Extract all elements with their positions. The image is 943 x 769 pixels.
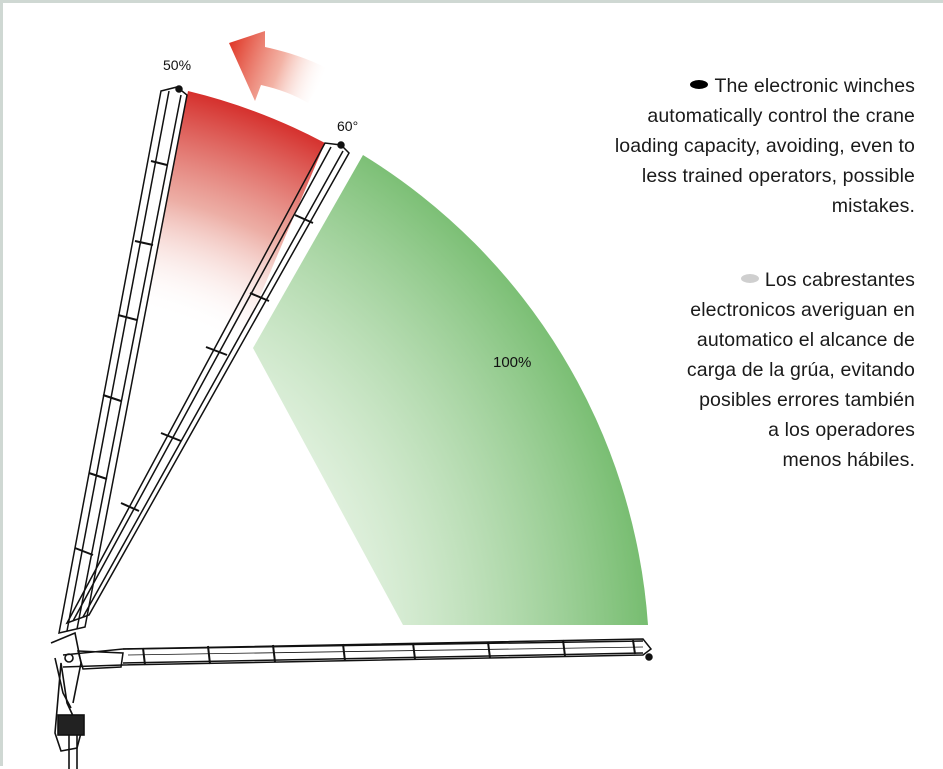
text-en-line-text: automatically control the crane: [647, 105, 915, 127]
text-es-line-text: electronicos averiguan en: [690, 299, 915, 321]
working-zone-percent-label: 100%: [493, 354, 531, 371]
text-es-line-text: automatico el alcance de: [696, 329, 915, 351]
text-en-line-text: mistakes.: [831, 195, 915, 217]
text-es-line: menos hábiles.: [595, 445, 915, 475]
text-en-line-text: less trained operators, possible: [641, 165, 915, 187]
max-angle-percent-label: 50%: [163, 57, 191, 73]
full-capacity-zone: [253, 155, 648, 625]
text-es-line: automatico el alcance de: [595, 325, 915, 355]
crane-boom-max-angle: [58, 85, 188, 634]
crane-base: [50, 631, 85, 769]
text-es-line: posibles errores también: [595, 385, 915, 415]
text-en-line: The electronic winches: [495, 71, 915, 101]
text-en-line: automatically control the crane: [495, 101, 915, 131]
arrow-up-left-icon: [229, 31, 328, 103]
text-es-line: a los operadores: [595, 415, 915, 445]
text-es-line-text: carga de la grúa, evitando: [686, 359, 915, 381]
ellipse-black-icon: [690, 80, 709, 90]
mid-angle-degrees-label: 60°: [337, 118, 358, 134]
description-english: The electronic winches automatically cont…: [495, 71, 915, 221]
text-es-line-text: Los cabrestantes: [764, 269, 915, 291]
description-spanish: Los cabrestantes electronicos averiguan e…: [595, 265, 915, 475]
ellipse-gray-icon: [740, 274, 759, 284]
text-en-line: less trained operators, possible: [495, 161, 915, 191]
text-es-line-text: posibles errores también: [699, 389, 915, 411]
crane-boom-60deg: [65, 141, 350, 625]
text-en-line: loading capacity, avoiding, even to: [495, 131, 915, 161]
text-es-line: Los cabrestantes: [595, 265, 915, 295]
text-en-line-text: loading capacity, avoiding, even to: [614, 135, 915, 157]
text-en-line-text: The electronic winches: [714, 75, 915, 97]
reduced-capacity-zone: [143, 91, 325, 341]
crane-diagram-canvas: 50% 60° 100%: [50, 31, 653, 769]
text-en-line: mistakes.: [495, 191, 915, 221]
text-es-line: electronicos averiguan en: [595, 295, 915, 325]
crane-boom-horizontal: [62, 638, 653, 670]
text-es-line-text: a los operadores: [768, 419, 915, 441]
text-es-line: carga de la grúa, evitando: [595, 355, 915, 385]
text-es-line-text: menos hábiles.: [782, 449, 915, 471]
